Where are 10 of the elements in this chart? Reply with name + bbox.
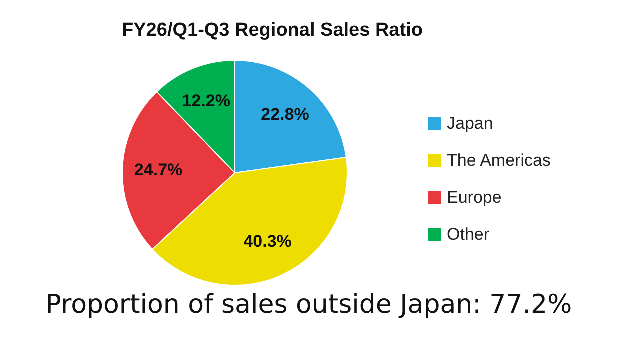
legend-label: Other	[447, 224, 490, 244]
text: Proportion of sales outside Japan: 77.2%	[44, 290, 574, 320]
legend-label: Europe	[447, 188, 502, 208]
data-label: 24.7%	[134, 160, 183, 180]
legend-label: Japan	[447, 114, 494, 134]
data-label: 40.3%	[244, 232, 292, 251]
legend-label: The Americas	[447, 150, 551, 170]
data-label: 12.2%	[182, 92, 230, 111]
data-label: 22.8%	[261, 104, 310, 124]
chart-title: FY26/Q1-Q3 Regional Sales Ratio	[121, 20, 424, 42]
